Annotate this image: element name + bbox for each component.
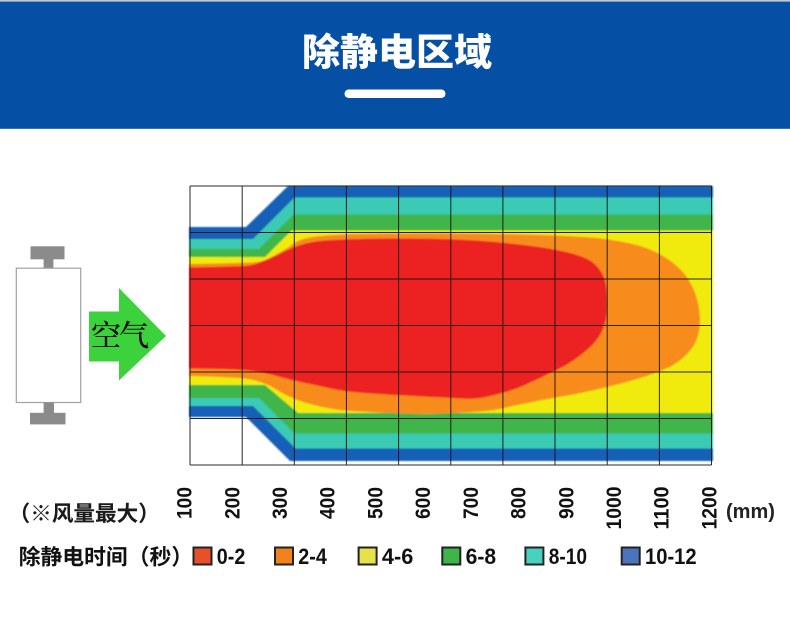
svg-text:8-10: 8-10 [549,544,587,569]
svg-text:900: 900 [554,487,578,519]
svg-text:400: 400 [316,487,340,519]
svg-text:4-6: 4-6 [382,544,413,569]
svg-text:200: 200 [220,487,244,519]
svg-text:(mm): (mm) [726,501,775,523]
svg-text:1000: 1000 [602,486,626,529]
svg-text:6-8: 6-8 [466,544,497,569]
svg-text:600: 600 [411,487,435,519]
svg-text:0-2: 0-2 [217,544,246,569]
svg-text:1200: 1200 [697,486,721,529]
svg-text:500: 500 [363,487,387,519]
svg-text:100: 100 [173,487,197,519]
svg-text:2-4: 2-4 [298,544,327,569]
svg-text:800: 800 [507,487,531,519]
svg-text:700: 700 [459,487,483,519]
svg-text:10-12: 10-12 [645,544,697,569]
svg-text:300: 300 [268,487,292,519]
svg-text:1100: 1100 [650,486,674,529]
